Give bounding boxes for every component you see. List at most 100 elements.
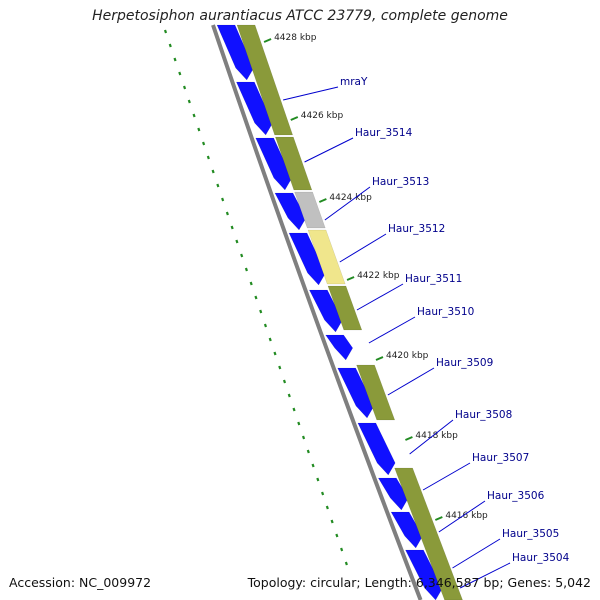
gc-skew-mark — [221, 197, 225, 202]
gc-skew-mark — [340, 547, 344, 552]
forward-gene-block[interactable] — [394, 467, 463, 600]
gc-skew-mark — [235, 239, 239, 244]
scale-tick-label: 4422 kbp — [357, 271, 400, 281]
gene-label[interactable]: Haur_3512 — [388, 223, 445, 235]
scale-tick-label: 4424 kbp — [329, 193, 372, 203]
gene-label-line — [283, 86, 339, 101]
reverse-gene-arrow[interactable] — [274, 192, 307, 231]
gene-label-line — [387, 367, 435, 396]
gc-skew-mark — [178, 71, 182, 76]
gc-skew-mark — [240, 253, 244, 258]
gene-label[interactable]: Haur_3509 — [436, 357, 493, 369]
gene-label-line — [368, 316, 416, 344]
gc-skew-mark — [206, 155, 210, 160]
reverse-gene-arrow[interactable] — [357, 422, 396, 476]
gene-label[interactable]: Haur_3507 — [472, 452, 529, 464]
reverse-gene-arrow[interactable] — [255, 137, 293, 191]
gc-skew-mark — [173, 57, 177, 62]
gc-skew-mark — [273, 351, 277, 356]
gc-skew-mark — [325, 505, 329, 510]
gc-skew-mark — [344, 561, 348, 566]
gc-skew-mark — [316, 477, 320, 482]
gene-label-line — [438, 500, 486, 533]
genome-summary: Topology: circular; Length: 6,346,587 bp… — [247, 575, 591, 590]
forward-gene-block[interactable] — [294, 191, 326, 229]
gene-label[interactable]: Haur_3514 — [355, 127, 413, 139]
gc-skew-mark — [254, 295, 258, 300]
reverse-gene-arrow[interactable] — [390, 511, 424, 549]
gene-label-line — [339, 233, 387, 263]
gene-label[interactable]: Haur_3505 — [502, 528, 559, 540]
gc-skew-mark — [211, 169, 215, 174]
gc-skew-mark — [282, 379, 287, 384]
gc-skew-mark — [297, 421, 301, 426]
gene-label[interactable]: Haur_3508 — [455, 409, 512, 421]
forward-gene-block[interactable] — [236, 24, 294, 136]
scale-tick-label: 4426 kbp — [301, 111, 344, 121]
gene-labels[interactable]: mraY Haur_3514 Haur_3513 Haur_3512 Haur_3511… — [283, 76, 570, 589]
scale-tick-label: 4428 kbp — [274, 33, 317, 43]
reverse-gene-arrow[interactable] — [308, 289, 343, 333]
gc-skew-mark — [163, 29, 168, 34]
scale-tick — [375, 356, 384, 361]
gc-skew-mark — [249, 281, 253, 286]
gc-skew-mark — [278, 365, 282, 370]
gc-skew-mark — [192, 113, 196, 118]
gc-skew-mark — [216, 183, 220, 188]
accession-text: Accession: NC_009972 — [9, 575, 152, 590]
gene-label[interactable]: Haur_3513 — [372, 176, 429, 188]
gene-label-line — [422, 462, 471, 491]
gc-skew-mark — [311, 463, 315, 468]
scale-tick — [405, 436, 413, 441]
gc-skew-mark — [225, 211, 229, 216]
gc-skew-mark — [301, 435, 306, 440]
gc-skew-mark — [321, 491, 325, 496]
gc-skew-mark — [263, 323, 268, 328]
forward-gene-block[interactable] — [327, 285, 363, 331]
gc-skew-track — [163, 29, 348, 566]
reverse-gene-arrow[interactable] — [325, 334, 354, 361]
scale-tick — [434, 516, 443, 521]
gene-label-line — [356, 283, 404, 311]
gene-label[interactable]: mraY — [340, 76, 368, 88]
reverse-gene-arrow[interactable] — [236, 81, 273, 136]
scale-tick — [263, 38, 272, 43]
gene-label-line — [324, 186, 371, 221]
reverse-gene-arrow[interactable] — [337, 367, 375, 419]
forward-gene-block[interactable] — [275, 136, 313, 191]
scale-tick-label: 4416 kbp — [445, 511, 488, 521]
gene-label[interactable]: Haur_3504 — [512, 552, 570, 564]
gc-skew-mark — [187, 99, 191, 104]
reverse-strand-track[interactable] — [216, 24, 443, 600]
gc-skew-mark — [168, 43, 172, 48]
gene-label-line — [459, 562, 511, 589]
backbone-line — [211, 24, 423, 600]
reverse-gene-arrow[interactable] — [405, 549, 443, 600]
map-title: Herpetosiphon aurantiacus ATCC 23779, co… — [92, 8, 508, 24]
gc-skew-mark — [292, 407, 296, 412]
reverse-gene-arrow[interactable] — [216, 24, 254, 81]
gene-label[interactable]: Haur_3506 — [487, 490, 545, 502]
reverse-gene-arrow[interactable] — [288, 232, 326, 286]
gc-skew-mark — [268, 337, 272, 342]
forward-strand-track[interactable] — [236, 24, 463, 600]
backbone-ring — [211, 24, 423, 600]
gene-label-line — [452, 538, 501, 569]
gene-label[interactable]: Haur_3510 — [417, 306, 474, 318]
gc-skew-mark — [244, 267, 248, 272]
forward-gene-block[interactable] — [307, 229, 346, 285]
gene-label[interactable]: Haur_3511 — [405, 273, 462, 285]
gc-skew-mark — [306, 449, 310, 454]
scale-tick — [318, 198, 327, 203]
scale-tick — [346, 276, 355, 281]
gc-skew-mark — [230, 225, 234, 230]
scale-tick — [290, 116, 299, 121]
gc-skew-mark — [197, 127, 201, 132]
reverse-gene-arrow[interactable] — [377, 477, 409, 511]
gene-label-line — [304, 137, 354, 163]
scale-ticks: 4428 kbp 4426 kbp 4424 kbp 4422 kbp 4420 kbp… — [263, 33, 488, 521]
gene-label-line — [409, 419, 454, 455]
forward-gene-block[interactable] — [356, 364, 396, 421]
gc-skew-mark — [202, 141, 206, 146]
